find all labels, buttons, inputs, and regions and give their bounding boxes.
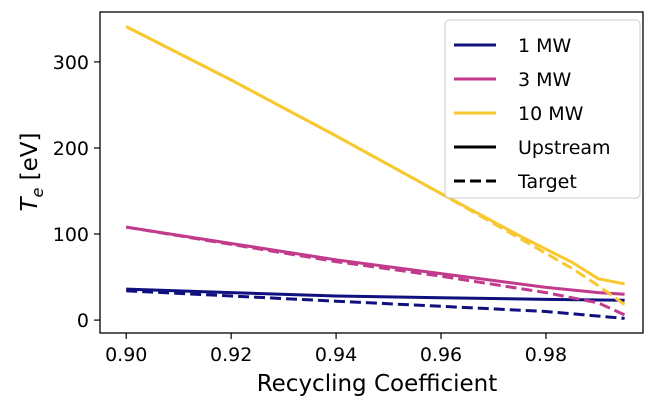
plot-frame (99, 11, 644, 334)
legend-label: 3 MW (518, 69, 572, 91)
legend: 1 MW 3 MW 10 MW Upstream Target (444, 19, 641, 199)
x-tick-label: 0.98 (525, 344, 567, 366)
x-tick-label: 0.96 (420, 344, 462, 366)
series-line-3-mw-upstream (125, 225, 625, 296)
x-tick-label: 0.94 (315, 344, 357, 366)
series-line-1-mw-upstream (126, 287, 625, 302)
y-axis-label: Te [eV] (17, 132, 47, 211)
legend-box (444, 19, 641, 199)
series-line-1-mw-target (126, 289, 625, 320)
ticks-layer: 0.90 0.92 0.94 0.96 0.98 0 100 200 300 (53, 52, 567, 366)
legend-label: 10 MW (518, 103, 584, 125)
y-tick-label: 300 (53, 52, 89, 74)
x-tick-label: 0.92 (210, 344, 252, 366)
legend-label: 1 MW (518, 35, 572, 57)
x-tick-label: 0.90 (105, 344, 147, 366)
legend-entries: 1 MW 3 MW 10 MW Upstream Target (454, 35, 611, 193)
y-tick-label: 200 (53, 138, 89, 160)
series-line-10-mw-target (125, 25, 626, 306)
legend-label: Target (517, 171, 577, 193)
legend-label: Upstream (518, 137, 611, 159)
y-tick-label: 0 (77, 310, 89, 332)
series-layer (125, 25, 626, 320)
y-tick-label: 100 (53, 224, 89, 246)
series-line-3-mw-target (125, 225, 626, 317)
x-axis-label: Recycling Coefficient (257, 371, 498, 397)
